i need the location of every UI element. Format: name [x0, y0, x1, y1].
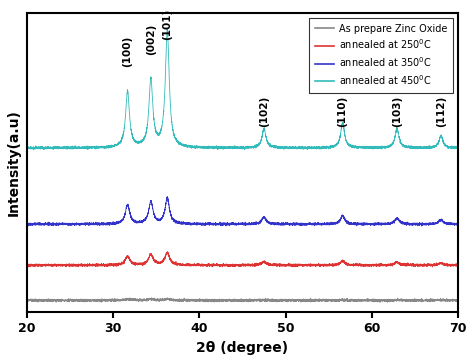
Text: (102): (102) — [259, 96, 269, 127]
Text: (103): (103) — [392, 96, 402, 127]
Text: (002): (002) — [146, 24, 156, 55]
Text: (101): (101) — [162, 9, 172, 40]
Text: (112): (112) — [436, 96, 446, 127]
Y-axis label: Intensity(a.u): Intensity(a.u) — [7, 109, 21, 216]
X-axis label: 2θ (degree): 2θ (degree) — [196, 341, 289, 355]
Text: (100): (100) — [123, 36, 133, 67]
Text: (110): (110) — [337, 96, 347, 127]
Legend: As prepare Zinc Oxide, annealed at 250$^0$C, annealed at 350$^0$C, annealed at 4: As prepare Zinc Oxide, annealed at 250$^… — [309, 18, 454, 93]
